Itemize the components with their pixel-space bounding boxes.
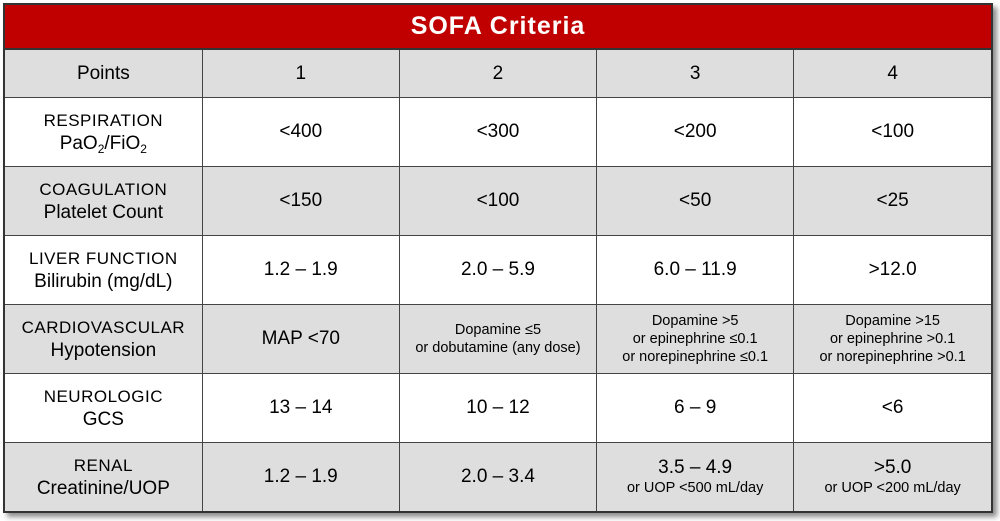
value-text: 6 – 9 [674, 397, 717, 418]
value-cell: <50 [596, 166, 795, 236]
row-label-cell: Renal Creatinine/UOP [5, 442, 203, 511]
table-row-cardiovascular: Cardiovascular Hypotension MAP <70 Dopam… [5, 304, 991, 374]
table-row-renal: Renal Creatinine/UOP 1.2 – 1.9 2.0 – 3.4… [5, 442, 991, 511]
value-cell: 2.0 – 3.4 [398, 442, 598, 511]
value-cell: <200 [596, 97, 795, 167]
sofa-table-frame: SOFA Criteria Points 1 2 3 4 Respiration… [3, 3, 993, 513]
value-cell: 3.5 – 4.9 or UOP <500 mL/day [596, 442, 795, 511]
subscript: 2 [97, 142, 105, 156]
value-cell: <100 [398, 166, 598, 236]
header-row: Points 1 2 3 4 [5, 50, 991, 98]
category-label: Coagulation [39, 180, 168, 199]
value-text: <50 [679, 190, 712, 211]
value-text: Dopamine ≤5 [454, 322, 542, 338]
value-text: 10 – 12 [466, 397, 530, 418]
value-cell: 6 – 9 [596, 373, 795, 443]
value-cell: >12.0 [793, 235, 991, 305]
measure-label: Hypotension [50, 340, 157, 361]
value-cell: Dopamine ≤5 or dobutamine (any dose) [398, 304, 598, 374]
value-text: MAP <70 [261, 328, 340, 349]
value-text: >12.0 [868, 259, 917, 280]
value-cell: 6.0 – 11.9 [596, 235, 795, 305]
value-text: <400 [279, 121, 323, 142]
measure-label: GCS [82, 409, 124, 430]
value-text: Dopamine >15 [845, 313, 940, 329]
measure-label: Bilirubin (mg/dL) [34, 271, 173, 292]
value-text: Dopamine >5 [651, 313, 739, 329]
value-text: <100 [476, 190, 520, 211]
header-point-1: 1 [201, 50, 400, 98]
value-cell: 10 – 12 [398, 373, 598, 443]
value-cell: <150 [201, 166, 400, 236]
header-points-label: Points [5, 50, 203, 98]
value-text: or epinephrine >0.1 [829, 331, 956, 347]
header-point-2: 2 [398, 50, 598, 98]
category-label: Cardiovascular [21, 318, 186, 337]
value-text: <300 [476, 121, 520, 142]
value-text: 1.2 – 1.9 [263, 259, 338, 280]
value-text: <100 [871, 121, 915, 142]
value-text: <25 [876, 190, 909, 211]
value-cell: <6 [793, 373, 991, 443]
value-text: <6 [881, 397, 904, 418]
value-text: 13 – 14 [269, 397, 333, 418]
table-row-neurologic: Neurologic GCS 13 – 14 10 – 12 6 – 9 <6 [5, 373, 991, 443]
row-label-cell: Coagulation Platelet Count [5, 166, 203, 236]
category-label: Renal [73, 456, 133, 475]
value-text: or dobutamine (any dose) [415, 340, 581, 356]
table-row-liver-function: Liver Function Bilirubin (mg/dL) 1.2 – 1… [5, 235, 991, 305]
value-text: 2.0 – 3.4 [460, 466, 535, 487]
row-label-cell: Respiration PaO2/FiO2 [5, 97, 203, 167]
value-cell: >5.0 or UOP <200 mL/day [793, 442, 991, 511]
value-cell: Dopamine >5 or epinephrine ≤0.1 or norep… [596, 304, 795, 374]
row-label-cell: Neurologic GCS [5, 373, 203, 443]
value-text: or UOP <200 mL/day [824, 480, 961, 496]
measure-part: /FiO [104, 133, 141, 154]
value-text: or norepinephrine ≤0.1 [622, 349, 769, 365]
table-row-coagulation: Coagulation Platelet Count <150 <100 <50… [5, 166, 991, 236]
category-label: Respiration [43, 111, 164, 130]
header-point-4: 4 [793, 50, 991, 98]
value-cell: MAP <70 [201, 304, 400, 374]
value-cell: 1.2 – 1.9 [201, 235, 400, 305]
value-text: <150 [279, 190, 323, 211]
sofa-criteria-table: Points 1 2 3 4 Respiration PaO2/FiO2 <40… [5, 50, 991, 511]
measure-label: Platelet Count [43, 202, 164, 223]
row-label-cell: Liver Function Bilirubin (mg/dL) [5, 235, 203, 305]
value-text: or epinephrine ≤0.1 [632, 331, 758, 347]
value-text: 6.0 – 11.9 [653, 259, 737, 280]
subscript: 2 [140, 142, 147, 156]
value-text: <200 [673, 121, 717, 142]
value-cell: 13 – 14 [201, 373, 400, 443]
value-cell: Dopamine >15 or epinephrine >0.1 or nore… [793, 304, 991, 374]
value-cell: <100 [793, 97, 991, 167]
table-row-respiration: Respiration PaO2/FiO2 <400 <300 <200 <10… [5, 97, 991, 167]
measure-label: PaO2/FiO2 [5, 132, 202, 155]
value-cell: <300 [398, 97, 598, 167]
row-label-cell: Cardiovascular Hypotension [5, 304, 203, 374]
category-label: Liver Function [29, 249, 178, 268]
category-label: Neurologic [43, 387, 163, 406]
value-text: 2.0 – 5.9 [460, 259, 535, 280]
header-point-3: 3 [596, 50, 795, 98]
measure-part: PaO [59, 133, 98, 154]
value-text: >5.0 [873, 457, 912, 478]
value-cell: <25 [793, 166, 991, 236]
value-cell: 2.0 – 5.9 [398, 235, 598, 305]
table-title: SOFA Criteria [5, 5, 991, 50]
value-cell: <400 [201, 97, 400, 167]
value-text: 3.5 – 4.9 [658, 457, 733, 478]
value-cell: 1.2 – 1.9 [201, 442, 400, 511]
measure-label: Creatinine/UOP [36, 478, 170, 499]
value-text: or norepinephrine >0.1 [819, 349, 966, 365]
value-text: 1.2 – 1.9 [263, 466, 338, 487]
value-text: or UOP <500 mL/day [626, 480, 764, 496]
